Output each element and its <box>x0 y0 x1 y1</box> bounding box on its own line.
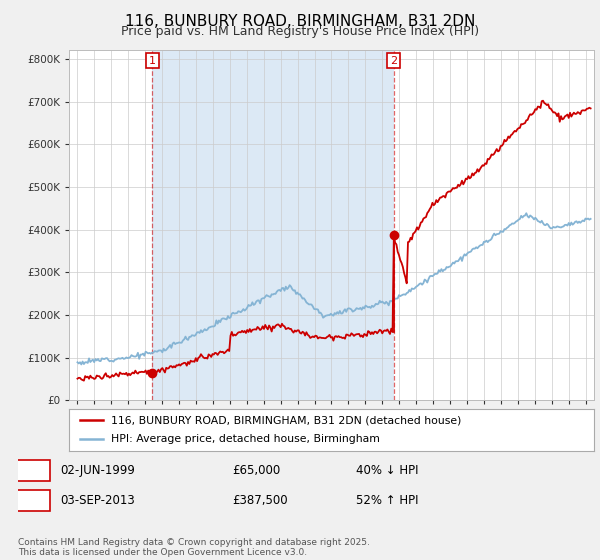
Text: 03-SEP-2013: 03-SEP-2013 <box>60 494 135 507</box>
Text: 1: 1 <box>149 55 156 66</box>
Text: 116, BUNBURY ROAD, BIRMINGHAM, B31 2DN (detached house): 116, BUNBURY ROAD, BIRMINGHAM, B31 2DN (… <box>111 415 461 425</box>
FancyBboxPatch shape <box>15 460 50 482</box>
Text: 1: 1 <box>29 464 37 478</box>
Text: 40% ↓ HPI: 40% ↓ HPI <box>356 464 419 478</box>
Text: 52% ↑ HPI: 52% ↑ HPI <box>356 494 419 507</box>
FancyBboxPatch shape <box>15 490 50 511</box>
Text: 2: 2 <box>29 494 37 507</box>
Text: 02-JUN-1999: 02-JUN-1999 <box>60 464 135 478</box>
Bar <box>152 50 394 400</box>
Text: 2: 2 <box>390 55 397 66</box>
Text: HPI: Average price, detached house, Birmingham: HPI: Average price, detached house, Birm… <box>111 435 380 445</box>
Text: Contains HM Land Registry data © Crown copyright and database right 2025.
This d: Contains HM Land Registry data © Crown c… <box>18 538 370 557</box>
Text: Price paid vs. HM Land Registry's House Price Index (HPI): Price paid vs. HM Land Registry's House … <box>121 25 479 38</box>
Text: £65,000: £65,000 <box>232 464 281 478</box>
Text: £387,500: £387,500 <box>232 494 288 507</box>
Text: 116, BUNBURY ROAD, BIRMINGHAM, B31 2DN: 116, BUNBURY ROAD, BIRMINGHAM, B31 2DN <box>125 14 475 29</box>
